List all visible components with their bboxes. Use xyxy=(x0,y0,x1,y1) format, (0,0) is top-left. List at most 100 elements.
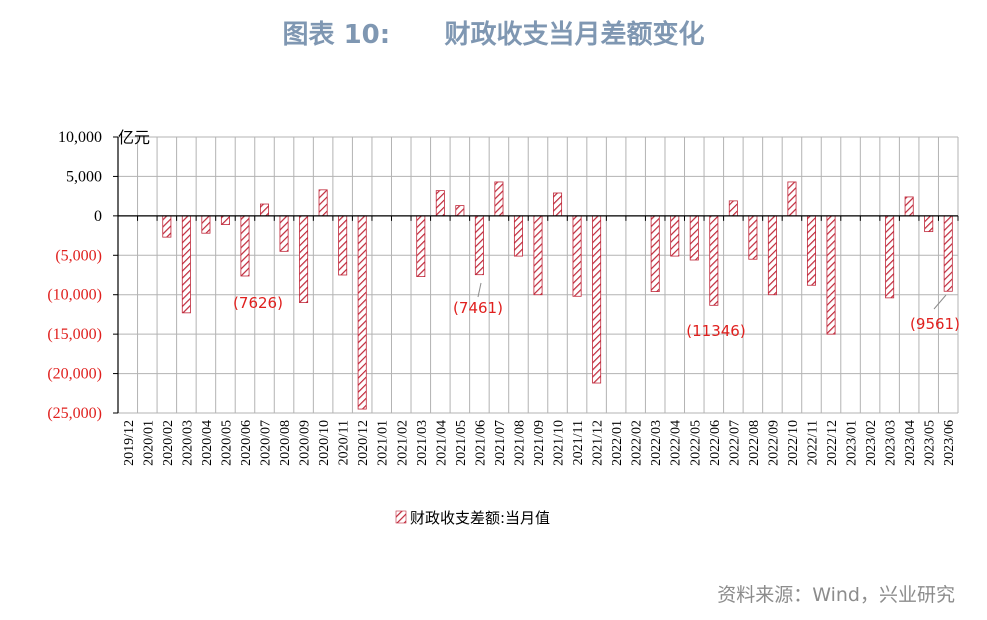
bar-2022/03 xyxy=(650,215,660,292)
bar-2021/06 xyxy=(474,215,484,276)
bar-2022/08 xyxy=(748,215,758,260)
bar-2023/05 xyxy=(924,215,934,233)
x-tick-label: 2022/09 xyxy=(766,420,781,466)
bar-2020/09 xyxy=(299,215,309,304)
y-tick-label: 5,000 xyxy=(66,168,102,185)
y-tick-label: (25,000) xyxy=(47,405,102,422)
x-tick-label: 2022/07 xyxy=(727,420,742,466)
bar-2023/04 xyxy=(904,196,914,217)
legend: 财政收支差额:当月值 xyxy=(395,509,550,527)
x-tick-label: 2023/03 xyxy=(884,420,899,466)
bar-2021/11 xyxy=(572,215,582,297)
bar-2020/12 xyxy=(357,215,367,410)
x-tick-label: 2022/08 xyxy=(747,420,762,466)
x-tick-label: 2020/03 xyxy=(180,420,195,466)
bar-2022/04 xyxy=(670,215,680,257)
bar-2020/06 xyxy=(240,215,250,277)
x-tick-label: 2022/11 xyxy=(805,420,820,465)
bar-2022/09 xyxy=(767,215,777,296)
source-note: 资料来源：Wind，兴业研究 xyxy=(717,584,955,606)
x-tick-label: 2022/02 xyxy=(630,420,645,466)
annotation-leader xyxy=(933,294,947,310)
x-tick-label: 2022/10 xyxy=(786,420,801,466)
bar-2021/08 xyxy=(513,215,523,257)
annotation-label: (7626) xyxy=(233,294,283,312)
bar-2021/10 xyxy=(553,192,563,217)
y-unit-label: 亿元 xyxy=(118,128,150,147)
x-tick-label: 2020/08 xyxy=(278,420,293,466)
bar-2020/04 xyxy=(201,215,211,234)
x-tick-label: 2022/05 xyxy=(688,420,703,466)
annotation-label: (9561) xyxy=(910,315,960,333)
x-tick-label: 2021/07 xyxy=(493,420,508,466)
annotation-leader xyxy=(477,282,482,298)
bar-2020/08 xyxy=(279,215,289,252)
x-tick-label: 2020/12 xyxy=(356,420,371,466)
x-tick-label: 2023/06 xyxy=(942,420,957,466)
x-tick-label: 2021/01 xyxy=(376,420,391,466)
bar-2023/03 xyxy=(885,215,895,299)
x-tick-label: 2021/09 xyxy=(532,420,547,466)
x-tick-label: 2020/10 xyxy=(317,420,332,466)
x-tick-label: 2021/08 xyxy=(512,420,527,466)
x-tick-label: 2021/11 xyxy=(571,420,586,465)
x-tick-label: 2023/02 xyxy=(864,420,879,466)
bar-2020/03 xyxy=(181,215,191,314)
bar-2020/11 xyxy=(338,215,348,276)
x-tick-label: 2022/04 xyxy=(669,420,684,466)
chart-title: 图表 10: 财政收支当月差额变化 xyxy=(282,20,705,50)
x-tick-label: 2022/12 xyxy=(825,420,840,466)
x-tick-label: 2019/12 xyxy=(122,420,137,466)
bar-2020/10 xyxy=(318,189,328,217)
x-tick-label: 2020/01 xyxy=(141,420,156,466)
x-tick-label: 2023/05 xyxy=(923,420,938,466)
bar-2022/10 xyxy=(787,181,797,217)
y-tick-label: (20,000) xyxy=(47,366,102,383)
x-tick-label: 2023/01 xyxy=(845,420,860,466)
x-tick-label: 2021/06 xyxy=(473,420,488,466)
bar-2021/05 xyxy=(455,205,465,217)
x-tick-label: 2021/02 xyxy=(395,420,410,466)
x-tick-label: 2020/04 xyxy=(200,420,215,466)
y-tick-label: (5,000) xyxy=(55,247,102,264)
bar-2020/02 xyxy=(162,215,172,238)
bar-2022/12 xyxy=(826,215,836,335)
bar-2021/07 xyxy=(494,181,504,217)
annotation-label: (7461) xyxy=(453,299,503,317)
bar-2020/05 xyxy=(220,215,230,225)
x-tick-label: 2021/05 xyxy=(454,420,469,466)
bar-2022/07 xyxy=(728,200,738,217)
x-tick-label: 2021/10 xyxy=(552,420,567,466)
x-tick-label: 2021/12 xyxy=(591,420,606,466)
x-tick-labels: 2019/12 2020/01 2020/02 2020/03 2020/04 2020/… xyxy=(122,420,957,466)
x-tick-label: 2022/03 xyxy=(649,420,664,466)
y-tick-label: 10,000 xyxy=(58,129,102,146)
bar-2021/09 xyxy=(533,215,543,296)
bar-2023/06 xyxy=(943,215,953,292)
bar-2021/03 xyxy=(416,215,426,277)
bar-2022/05 xyxy=(689,215,699,261)
legend-label: 财政收支差额:当月值 xyxy=(410,509,550,527)
bar-2020/07 xyxy=(260,203,270,217)
legend-swatch xyxy=(395,510,407,524)
bar-2021/04 xyxy=(435,190,445,217)
axes xyxy=(113,136,959,414)
annotations: (7626) (7461) (11346) (9561) xyxy=(233,282,960,340)
x-tick-label: 2020/02 xyxy=(161,420,176,466)
x-tick-label: 2020/09 xyxy=(298,420,313,466)
bar-2022/06 xyxy=(709,215,719,306)
bar-2021/12 xyxy=(592,215,602,384)
x-tick-label: 2022/06 xyxy=(708,420,723,466)
x-tick-label: 2020/05 xyxy=(219,420,234,466)
x-tick-label: 2021/04 xyxy=(434,420,449,466)
y-tick-label: (10,000) xyxy=(47,287,102,304)
x-tick-label: 2020/11 xyxy=(337,420,352,465)
annotation-label: (11346) xyxy=(686,322,745,340)
bar-2022/11 xyxy=(806,215,816,286)
x-tick-label: 2023/04 xyxy=(903,420,918,466)
x-tick-label: 2021/03 xyxy=(415,420,430,466)
x-tick-label: 2020/07 xyxy=(259,420,274,466)
x-tick-label: 2022/01 xyxy=(610,420,625,466)
x-tick-label: 2020/06 xyxy=(239,420,254,466)
